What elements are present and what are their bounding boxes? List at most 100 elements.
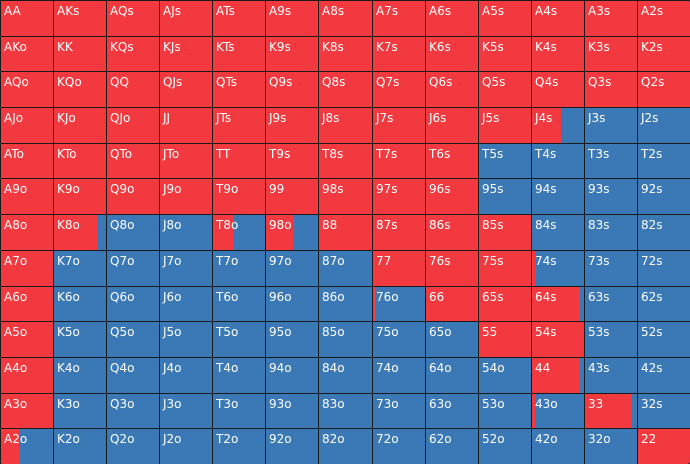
hand-cell-43o[interactable]: 43o <box>532 394 584 428</box>
hand-cell-44[interactable]: 44 <box>532 358 584 393</box>
hand-cell-94o[interactable]: 94o <box>266 358 318 393</box>
hand-cell-87s[interactable]: 87s <box>373 215 425 250</box>
hand-cell-75s[interactable]: 75s <box>479 251 531 286</box>
hand-cell-Q8s[interactable]: Q8s <box>319 72 372 107</box>
hand-cell-J8s[interactable]: J8s <box>319 108 372 143</box>
hand-cell-J9s[interactable]: J9s <box>266 108 318 143</box>
hand-cell-T6s[interactable]: T6s <box>426 144 478 178</box>
hand-cell-75o[interactable]: 75o <box>373 322 425 357</box>
hand-cell-88[interactable]: 88 <box>319 215 372 250</box>
hand-cell-A3o[interactable]: A3o <box>1 394 53 428</box>
hand-cell-55[interactable]: 55 <box>479 322 531 357</box>
hand-cell-97o[interactable]: 97o <box>266 251 318 286</box>
hand-cell-54s[interactable]: 54s <box>532 322 584 357</box>
hand-cell-65o[interactable]: 65o <box>426 322 478 357</box>
hand-cell-87o[interactable]: 87o <box>319 251 372 286</box>
hand-cell-J4o[interactable]: J4o <box>160 358 212 393</box>
hand-cell-Q5o[interactable]: Q5o <box>107 322 159 357</box>
hand-cell-A2s[interactable]: A2s <box>638 1 690 36</box>
hand-cell-Q3s[interactable]: Q3s <box>585 72 637 107</box>
hand-cell-72s[interactable]: 72s <box>638 251 690 286</box>
hand-cell-K9o[interactable]: K9o <box>54 179 106 214</box>
hand-cell-T4s[interactable]: T4s <box>532 144 584 178</box>
hand-cell-94s[interactable]: 94s <box>532 179 584 214</box>
hand-cell-JTs[interactable]: JTs <box>213 108 265 143</box>
hand-cell-86o[interactable]: 86o <box>319 287 372 321</box>
hand-cell-T4o[interactable]: T4o <box>213 358 265 393</box>
hand-cell-K9s[interactable]: K9s <box>266 37 318 71</box>
hand-cell-A7s[interactable]: A7s <box>373 1 425 36</box>
hand-cell-JTo[interactable]: JTo <box>160 144 212 178</box>
hand-cell-T3o[interactable]: T3o <box>213 394 265 428</box>
hand-cell-K3s[interactable]: K3s <box>585 37 637 71</box>
hand-cell-84s[interactable]: 84s <box>532 215 584 250</box>
hand-cell-64s[interactable]: 64s <box>532 287 584 321</box>
hand-cell-84o[interactable]: 84o <box>319 358 372 393</box>
hand-cell-AQo[interactable]: AQo <box>1 72 53 107</box>
hand-cell-A4o[interactable]: A4o <box>1 358 53 393</box>
hand-cell-A5s[interactable]: A5s <box>479 1 531 36</box>
hand-cell-53s[interactable]: 53s <box>585 322 637 357</box>
hand-cell-77[interactable]: 77 <box>373 251 425 286</box>
hand-cell-T5s[interactable]: T5s <box>479 144 531 178</box>
hand-cell-A8o[interactable]: A8o <box>1 215 53 250</box>
hand-cell-J7s[interactable]: J7s <box>373 108 425 143</box>
hand-cell-T6o[interactable]: T6o <box>213 287 265 321</box>
hand-cell-96o[interactable]: 96o <box>266 287 318 321</box>
hand-cell-Q2s[interactable]: Q2s <box>638 72 690 107</box>
hand-cell-74s[interactable]: 74s <box>532 251 584 286</box>
hand-cell-K5o[interactable]: K5o <box>54 322 106 357</box>
hand-cell-52o[interactable]: 52o <box>479 429 531 464</box>
hand-cell-J9o[interactable]: J9o <box>160 179 212 214</box>
hand-cell-K3o[interactable]: K3o <box>54 394 106 428</box>
hand-cell-93o[interactable]: 93o <box>266 394 318 428</box>
hand-cell-J6o[interactable]: J6o <box>160 287 212 321</box>
hand-cell-KJs[interactable]: KJs <box>160 37 212 71</box>
hand-cell-62s[interactable]: 62s <box>638 287 690 321</box>
hand-cell-J2o[interactable]: J2o <box>160 429 212 464</box>
hand-cell-Q4o[interactable]: Q4o <box>107 358 159 393</box>
hand-cell-98o[interactable]: 98o <box>266 215 318 250</box>
hand-cell-A5o[interactable]: A5o <box>1 322 53 357</box>
hand-cell-AA[interactable]: AA <box>1 1 53 36</box>
hand-cell-86s[interactable]: 86s <box>426 215 478 250</box>
hand-cell-KK[interactable]: KK <box>54 37 106 71</box>
hand-cell-65s[interactable]: 65s <box>479 287 531 321</box>
hand-cell-82s[interactable]: 82s <box>638 215 690 250</box>
hand-cell-J5o[interactable]: J5o <box>160 322 212 357</box>
hand-cell-AJo[interactable]: AJo <box>1 108 53 143</box>
hand-cell-K5s[interactable]: K5s <box>479 37 531 71</box>
hand-cell-95o[interactable]: 95o <box>266 322 318 357</box>
hand-cell-J3s[interactable]: J3s <box>585 108 637 143</box>
hand-cell-72o[interactable]: 72o <box>373 429 425 464</box>
hand-cell-33[interactable]: 33 <box>585 394 637 428</box>
hand-cell-A6o[interactable]: A6o <box>1 287 53 321</box>
hand-cell-Q6s[interactable]: Q6s <box>426 72 478 107</box>
hand-cell-64o[interactable]: 64o <box>426 358 478 393</box>
hand-cell-ATs[interactable]: ATs <box>213 1 265 36</box>
hand-cell-42o[interactable]: 42o <box>532 429 584 464</box>
hand-cell-K7s[interactable]: K7s <box>373 37 425 71</box>
hand-cell-KQo[interactable]: KQo <box>54 72 106 107</box>
hand-cell-K6s[interactable]: K6s <box>426 37 478 71</box>
hand-cell-43s[interactable]: 43s <box>585 358 637 393</box>
hand-cell-T9o[interactable]: T9o <box>213 179 265 214</box>
hand-cell-Q3o[interactable]: Q3o <box>107 394 159 428</box>
hand-cell-K8s[interactable]: K8s <box>319 37 372 71</box>
hand-cell-T5o[interactable]: T5o <box>213 322 265 357</box>
hand-cell-92o[interactable]: 92o <box>266 429 318 464</box>
hand-cell-62o[interactable]: 62o <box>426 429 478 464</box>
hand-cell-AQs[interactable]: AQs <box>107 1 159 36</box>
hand-cell-Q7o[interactable]: Q7o <box>107 251 159 286</box>
hand-cell-54o[interactable]: 54o <box>479 358 531 393</box>
hand-cell-J2s[interactable]: J2s <box>638 108 690 143</box>
hand-cell-Q7s[interactable]: Q7s <box>373 72 425 107</box>
hand-cell-73s[interactable]: 73s <box>585 251 637 286</box>
hand-cell-A4s[interactable]: A4s <box>532 1 584 36</box>
hand-cell-K8o[interactable]: K8o <box>54 215 106 250</box>
hand-cell-T8s[interactable]: T8s <box>319 144 372 178</box>
hand-cell-22[interactable]: 22 <box>638 429 690 464</box>
hand-cell-85s[interactable]: 85s <box>479 215 531 250</box>
hand-cell-T7o[interactable]: T7o <box>213 251 265 286</box>
hand-cell-AKo[interactable]: AKo <box>1 37 53 71</box>
